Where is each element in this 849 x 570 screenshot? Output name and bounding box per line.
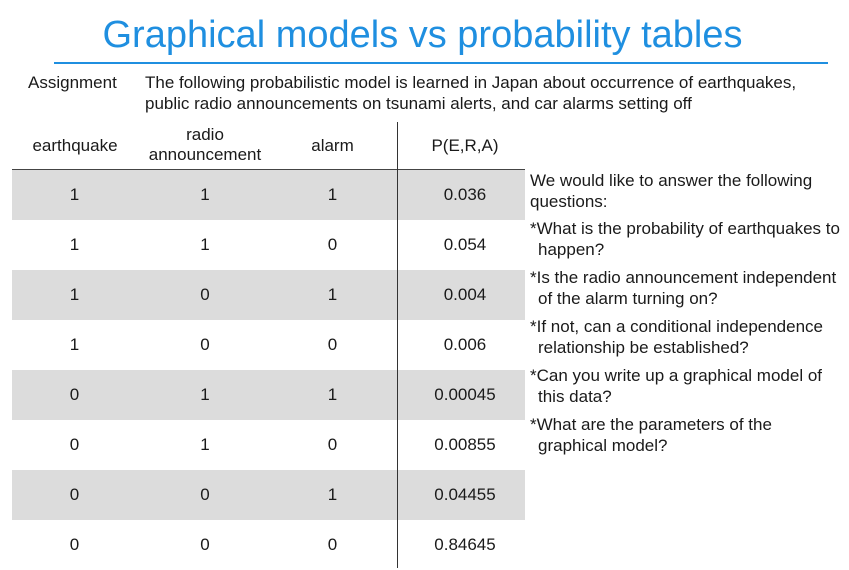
questions-panel: We would like to answer the following qu… [530,170,845,463]
cell-radio: 0 [200,285,210,304]
assignment-text: The following probabilistic model is lea… [145,73,797,113]
cell-earthquake: 0 [69,485,80,504]
table-row: 0 1 1 0.00045 [12,370,525,420]
question-item: *What are the parameters of the graphica… [530,415,772,455]
cell-probability: 0.00855 [434,435,496,454]
header-probability: P(E,R,A) [431,136,499,155]
cell-probability: 0.036 [443,185,487,204]
cell-probability: 0.006 [443,335,487,354]
table-row: 1 1 1 0.036 [12,170,525,220]
cell-alarm: 1 [327,485,338,504]
cell-earthquake: 0 [69,385,80,404]
cell-probability: 0.04455 [434,485,496,504]
cell-probability: 0.84645 [434,535,496,554]
header-radio-announcement: radio announcement [148,125,262,164]
table-row: 1 0 0 0.006 [12,320,525,370]
header-alarm: alarm [311,136,354,155]
table-row: 0 1 0 0.00855 [12,420,525,470]
questions-intro: We would like to answer the following qu… [530,171,813,211]
cell-radio: 1 [200,435,210,454]
cell-radio: 1 [200,235,210,254]
table-row: 1 0 1 0.004 [12,270,525,320]
cell-alarm: 1 [327,285,338,304]
questions-list: *What is the probability of earthquakes … [530,218,845,456]
cell-alarm: 0 [327,435,338,454]
title-underline [54,62,828,64]
cell-radio: 0 [200,335,210,354]
cell-alarm: 1 [327,185,338,204]
header-earthquake: earthquake [32,136,118,155]
cell-earthquake: 0 [69,535,80,554]
cell-alarm: 0 [327,535,338,554]
cell-earthquake: 0 [69,435,80,454]
cell-earthquake: 1 [69,335,80,354]
slide-title-text: Graphical models vs probability tables [102,14,743,56]
table-row: 1 1 0 0.054 [12,220,525,270]
question-item: *What is the probability of earthquakes … [530,219,840,259]
table-row: 0 0 0 0.84645 [12,520,525,570]
cell-radio: 0 [200,535,210,554]
cell-earthquake: 1 [69,185,80,204]
cell-probability: 0.004 [443,285,487,304]
assignment-label: Assignment [28,73,117,92]
cell-earthquake: 1 [69,285,80,304]
slide-title: Graphical models vs probability tables [0,14,849,57]
cell-radio: 0 [200,485,210,504]
cell-earthquake: 1 [69,235,80,254]
question-item: *Is the radio announcement independent o… [530,268,837,308]
cell-alarm: 0 [327,235,338,254]
cell-alarm: 1 [327,385,338,404]
cell-radio: 1 [200,385,210,404]
cell-alarm: 0 [327,335,338,354]
cell-probability: 0.00045 [434,385,496,404]
cell-radio: 1 [200,185,210,204]
header-divider-line [12,169,525,170]
question-item: *If not, can a conditional independence … [530,317,824,357]
probability-column-divider [397,122,398,568]
cell-probability: 0.054 [443,235,487,254]
question-item: *Can you write up a graphical model of t… [530,366,822,406]
table-row: 0 0 1 0.04455 [12,470,525,520]
